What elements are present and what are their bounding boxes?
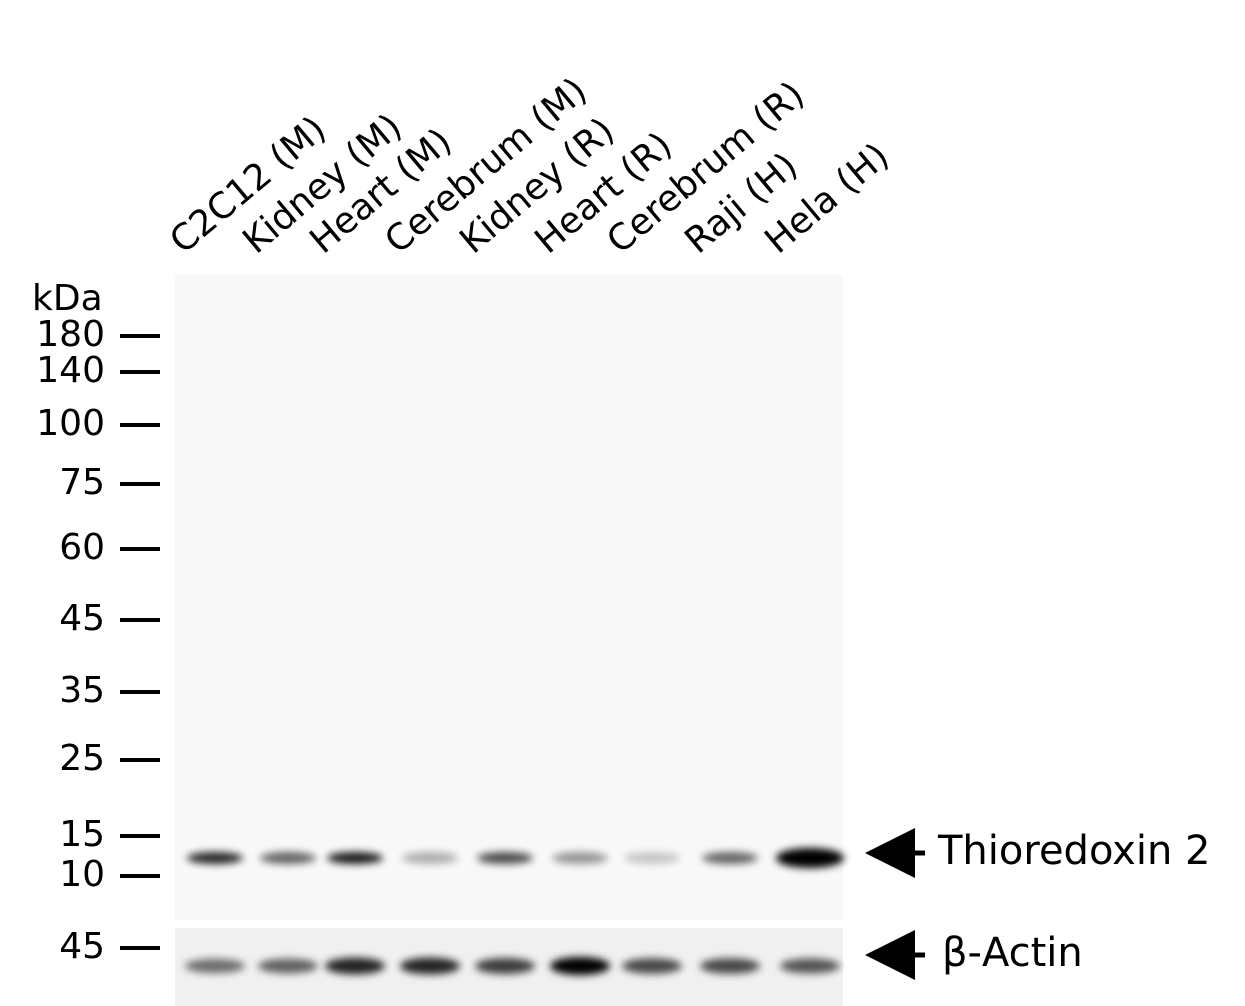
band [550, 957, 610, 975]
marker-label: 100 [36, 403, 105, 444]
band [552, 852, 608, 864]
marker-label: 140 [36, 350, 105, 391]
band [258, 958, 318, 974]
band-label: Thioredoxin 2 [937, 828, 1210, 874]
marker-label: 45 [59, 598, 105, 639]
band [327, 852, 383, 864]
marker-label: 180 [36, 314, 105, 355]
band [187, 852, 243, 864]
band [185, 958, 245, 974]
band [780, 958, 840, 974]
band-label: β-Actin [942, 930, 1083, 976]
band [622, 958, 682, 974]
marker-label: 45 [59, 926, 105, 967]
band [400, 957, 460, 975]
band [624, 852, 680, 864]
band [477, 852, 533, 864]
band [260, 852, 316, 864]
kda-label: kDa [32, 278, 103, 319]
marker-label: 75 [59, 462, 105, 503]
band [700, 958, 760, 974]
marker-label: 10 [59, 854, 105, 895]
marker-label: 25 [59, 738, 105, 779]
marker-label: 60 [59, 527, 105, 568]
blot-panel [175, 275, 843, 920]
band [702, 852, 758, 864]
marker-label: 15 [59, 814, 105, 855]
band [776, 848, 844, 868]
band [325, 957, 385, 975]
band [475, 958, 535, 974]
band [402, 852, 458, 864]
marker-label: 35 [59, 670, 105, 711]
